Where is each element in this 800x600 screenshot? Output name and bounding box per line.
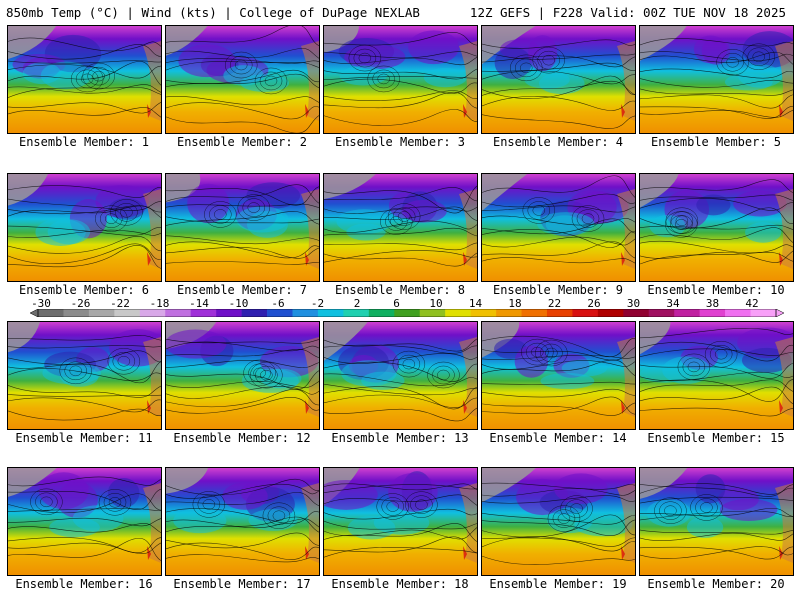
colorbar-segment xyxy=(63,309,90,317)
colorbar-high-arrow xyxy=(775,309,784,317)
colorbar-tick-label: -30 xyxy=(31,297,51,310)
ensemble-member-label: Ensemble Member: 1 xyxy=(18,135,150,149)
ensemble-member-label: Ensemble Member: 13 xyxy=(331,431,469,445)
colorbar-segment xyxy=(216,309,242,317)
colorbar-tick-label: 26 xyxy=(587,297,601,310)
colorbar-segment xyxy=(241,309,268,317)
colorbar-segment xyxy=(394,309,421,317)
ensemble-member-label: Ensemble Member: 7 xyxy=(176,283,308,297)
ensemble-member-map xyxy=(639,467,794,576)
colorbar-tick-label: -26 xyxy=(70,297,91,310)
colorbar-tick-label: 42 xyxy=(745,297,759,310)
colorbar-tick-label: -10 xyxy=(228,297,249,310)
colorbar-tick-label: 22 xyxy=(547,297,562,310)
colorbar-tick-label: -14 xyxy=(189,297,209,310)
colorbar-tick-label: -22 xyxy=(110,297,130,310)
ensemble-member-map xyxy=(165,25,320,134)
ensemble-member-label: Ensemble Member: 12 xyxy=(173,431,311,445)
ensemble-member-label: Ensemble Member: 5 xyxy=(650,135,782,149)
colorbar-segment xyxy=(88,309,115,317)
ensemble-member-map xyxy=(165,173,320,282)
product-title: 850mb Temp (°C) | Wind (kts) | College o… xyxy=(6,5,420,20)
colorbar-segment xyxy=(546,309,573,317)
colorbar-tick-label: 18 xyxy=(508,297,522,310)
colorbar-segment xyxy=(139,309,166,317)
ensemble-member-label: Ensemble Member: 20 xyxy=(647,577,785,591)
ensemble-member-label: Ensemble Member: 4 xyxy=(492,135,624,149)
ensemble-member-map xyxy=(639,321,794,430)
colorbar-tick-label: 6 xyxy=(393,297,400,310)
colorbar-segment xyxy=(674,309,700,317)
colorbar-segment xyxy=(114,309,141,317)
ensemble-member-map xyxy=(165,321,320,430)
colorbar-segment xyxy=(317,309,344,317)
colorbar-segment xyxy=(623,309,650,317)
colorbar-tick-label: 38 xyxy=(705,297,720,310)
header-bar: 850mb Temp (°C) | Wind (kts) | College o… xyxy=(0,0,800,22)
colorbar-scale xyxy=(30,309,784,317)
ensemble-member-label: Ensemble Member: 16 xyxy=(15,577,153,591)
ensemble-member-map xyxy=(481,321,636,430)
colorbar-tick-label: -6 xyxy=(271,297,285,310)
ensemble-member-label: Ensemble Member: 3 xyxy=(334,135,466,149)
colorbar-segment xyxy=(190,309,217,317)
ensemble-member-label: Ensemble Member: 8 xyxy=(334,283,466,297)
colorbar-segment xyxy=(699,309,726,317)
colorbar-segment xyxy=(419,309,446,317)
ensemble-member-map xyxy=(323,173,478,282)
ensemble-member-label: Ensemble Member: 15 xyxy=(647,431,785,445)
ensemble-member-label: Ensemble Member: 9 xyxy=(492,283,624,297)
ensemble-member-map xyxy=(639,173,794,282)
ensemble-member-label: Ensemble Member: 11 xyxy=(15,431,153,445)
colorbar-tick-label: 14 xyxy=(468,297,483,310)
run-valid-time: 12Z GEFS | F228 Valid: 00Z TUE NOV 18 20… xyxy=(469,5,786,20)
ensemble-member-map xyxy=(481,173,636,282)
ensemble-member-label: Ensemble Member: 14 xyxy=(489,431,627,445)
colorbar-segment xyxy=(572,309,599,317)
ensemble-member-map xyxy=(481,467,636,576)
ensemble-member-map xyxy=(323,25,478,134)
colorbar-segment xyxy=(750,309,777,317)
ensemble-member-map xyxy=(481,25,636,134)
ensemble-member-label: Ensemble Member: 19 xyxy=(489,577,627,591)
colorbar-segment xyxy=(368,309,395,317)
colorbar-segment xyxy=(725,309,751,317)
colorbar-segment xyxy=(521,309,548,317)
ensemble-member-label: Ensemble Member: 18 xyxy=(331,577,469,591)
ensemble-member-map xyxy=(323,467,478,576)
colorbar-tick-label: 34 xyxy=(666,297,680,310)
colorbar-tick-label: 10 xyxy=(429,297,443,310)
ensemble-member-map xyxy=(7,173,162,282)
colorbar-segment xyxy=(496,309,522,317)
colorbar-segment xyxy=(470,309,497,317)
colorbar-tick-label: 2 xyxy=(353,297,361,310)
ensemble-member-map xyxy=(165,467,320,576)
colorbar-segment xyxy=(292,309,319,317)
ensemble-member-map xyxy=(7,25,162,134)
colorbar-tick-label: -2 xyxy=(310,297,325,310)
colorbar-segment xyxy=(648,309,675,317)
colorbar-tick-label: 30 xyxy=(626,297,641,310)
ensemble-member-map xyxy=(7,467,162,576)
ensemble-member-map xyxy=(639,25,794,134)
colorbar-tick-label: -18 xyxy=(149,297,170,310)
ensemble-member-label: Ensemble Member: 17 xyxy=(173,577,311,591)
ensemble-member-map xyxy=(323,321,478,430)
colorbar-segment xyxy=(343,309,370,317)
colorbar-segment xyxy=(165,309,191,317)
ensemble-member-label: Ensemble Member: 10 xyxy=(647,283,785,297)
ensemble-member-label: Ensemble Member: 6 xyxy=(18,283,150,297)
colorbar-segment xyxy=(38,309,64,317)
colorbar-segment xyxy=(597,309,624,317)
colorbar-segment xyxy=(445,309,471,317)
colorbar-segment xyxy=(267,309,293,317)
ensemble-member-map xyxy=(7,321,162,430)
colorbar-low-arrow xyxy=(30,309,39,317)
ensemble-member-label: Ensemble Member: 2 xyxy=(176,135,308,149)
